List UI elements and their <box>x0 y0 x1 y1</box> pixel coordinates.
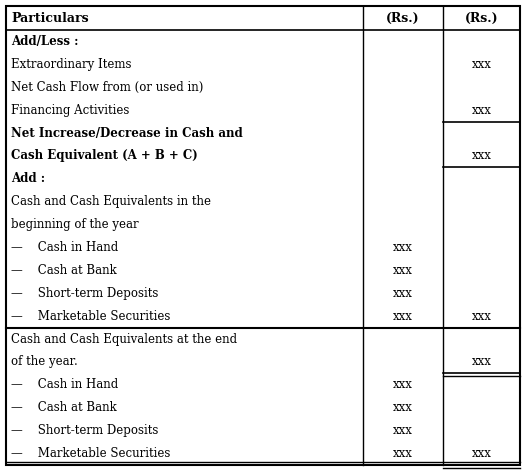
Text: xxx: xxx <box>471 356 491 368</box>
Text: beginning of the year: beginning of the year <box>11 218 139 231</box>
Text: Financing Activities: Financing Activities <box>11 104 129 117</box>
Text: Cash and Cash Equivalents at the end: Cash and Cash Equivalents at the end <box>11 333 237 346</box>
Text: Extraordinary Items: Extraordinary Items <box>11 58 132 71</box>
Text: xxx: xxx <box>393 241 413 254</box>
Text: —    Cash in Hand: — Cash in Hand <box>11 378 118 391</box>
Text: (Rs.): (Rs.) <box>464 11 498 24</box>
Text: —    Cash in Hand: — Cash in Hand <box>11 241 118 254</box>
Text: xxx: xxx <box>393 287 413 300</box>
Text: xxx: xxx <box>393 264 413 277</box>
Text: Add/Less :: Add/Less : <box>11 35 78 48</box>
Text: —    Marketable Securities: — Marketable Securities <box>11 310 170 323</box>
Text: xxx: xxx <box>471 310 491 323</box>
Text: xxx: xxx <box>393 378 413 391</box>
Text: —    Cash at Bank: — Cash at Bank <box>11 264 117 277</box>
Text: (Rs.): (Rs.) <box>386 11 420 24</box>
Text: —    Short-term Deposits: — Short-term Deposits <box>11 424 158 437</box>
Text: Particulars: Particulars <box>11 11 88 24</box>
Text: xxx: xxx <box>471 58 491 71</box>
Text: xxx: xxx <box>393 310 413 323</box>
Text: Cash and Cash Equivalents in the: Cash and Cash Equivalents in the <box>11 195 211 208</box>
Text: xxx: xxx <box>471 149 491 162</box>
Text: Net Increase/Decrease in Cash and: Net Increase/Decrease in Cash and <box>11 127 243 139</box>
Text: —    Cash at Bank: — Cash at Bank <box>11 401 117 414</box>
Text: —    Short-term Deposits: — Short-term Deposits <box>11 287 158 300</box>
Text: Net Cash Flow from (or used in): Net Cash Flow from (or used in) <box>11 81 204 94</box>
Text: Add :: Add : <box>11 172 45 185</box>
Text: xxx: xxx <box>393 424 413 437</box>
Text: xxx: xxx <box>471 104 491 117</box>
Text: xxx: xxx <box>393 401 413 414</box>
Text: of the year.: of the year. <box>11 356 78 368</box>
Text: Cash Equivalent (A + B + C): Cash Equivalent (A + B + C) <box>11 149 198 162</box>
Text: —    Marketable Securities: — Marketable Securities <box>11 447 170 460</box>
Text: xxx: xxx <box>471 447 491 460</box>
Text: xxx: xxx <box>393 447 413 460</box>
